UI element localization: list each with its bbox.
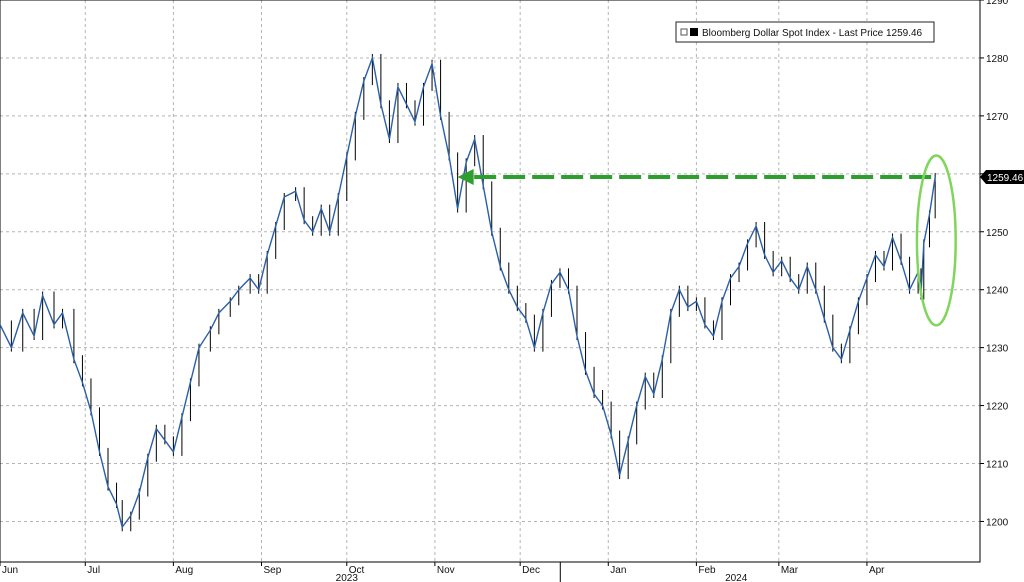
x-tick-label: Jul <box>87 565 100 576</box>
grid <box>0 0 980 562</box>
y-tick-label: 1220 <box>986 402 1009 413</box>
legend-marker-outline <box>680 28 688 36</box>
y-tick-label: 1250 <box>986 228 1009 239</box>
y-tick-label: 1290 <box>986 0 1009 7</box>
year-label: 2023 <box>336 573 359 582</box>
legend-label: Bloomberg Dollar Spot Index - Last Price… <box>702 28 923 39</box>
arrow-head <box>457 168 474 185</box>
x-tick-label: Apr <box>869 565 885 576</box>
last-price-badge <box>980 169 1024 184</box>
year-label: 2024 <box>725 573 748 582</box>
x-tick-label: Dec <box>522 565 540 576</box>
y-tick-label: 1270 <box>986 112 1009 123</box>
legend-box <box>675 21 935 43</box>
y-axis: 1200121012201230124012501260127012801290 <box>980 0 1009 528</box>
last-price-tag: 1259.46 <box>980 169 1024 184</box>
x-tick-label: Feb <box>698 565 716 576</box>
y-tick-label: 1210 <box>986 460 1009 471</box>
y-tick-label: 1240 <box>986 286 1009 297</box>
price-series <box>0 53 936 532</box>
plot-area-border <box>0 0 981 563</box>
price-line <box>0 55 936 529</box>
last-price-label: 1259.46 <box>987 173 1024 184</box>
x-tick-label: Jan <box>610 565 626 576</box>
x-tick-label: Oct <box>349 565 365 576</box>
highlight-ellipse <box>915 154 957 327</box>
annotation-layer <box>457 154 957 327</box>
x-tick-label: Nov <box>437 565 455 576</box>
y-tick-label: 1230 <box>986 344 1009 355</box>
x-tick-label: Aug <box>175 565 193 576</box>
y-tick-label: 1200 <box>986 517 1009 528</box>
x-tick-label: Sep <box>264 565 282 576</box>
legend-swatch <box>690 28 698 36</box>
x-tick-label: Mar <box>781 565 799 576</box>
legend: Bloomberg Dollar Spot Index - Last Price… <box>675 21 935 43</box>
y-tick-label: 1280 <box>986 54 1009 65</box>
x-axis: Jun Jul Aug Sep Oct Nov Dec Jan Feb Mar Apr 2023 202… <box>0 562 885 582</box>
x-tick-label: Jun <box>2 565 18 576</box>
